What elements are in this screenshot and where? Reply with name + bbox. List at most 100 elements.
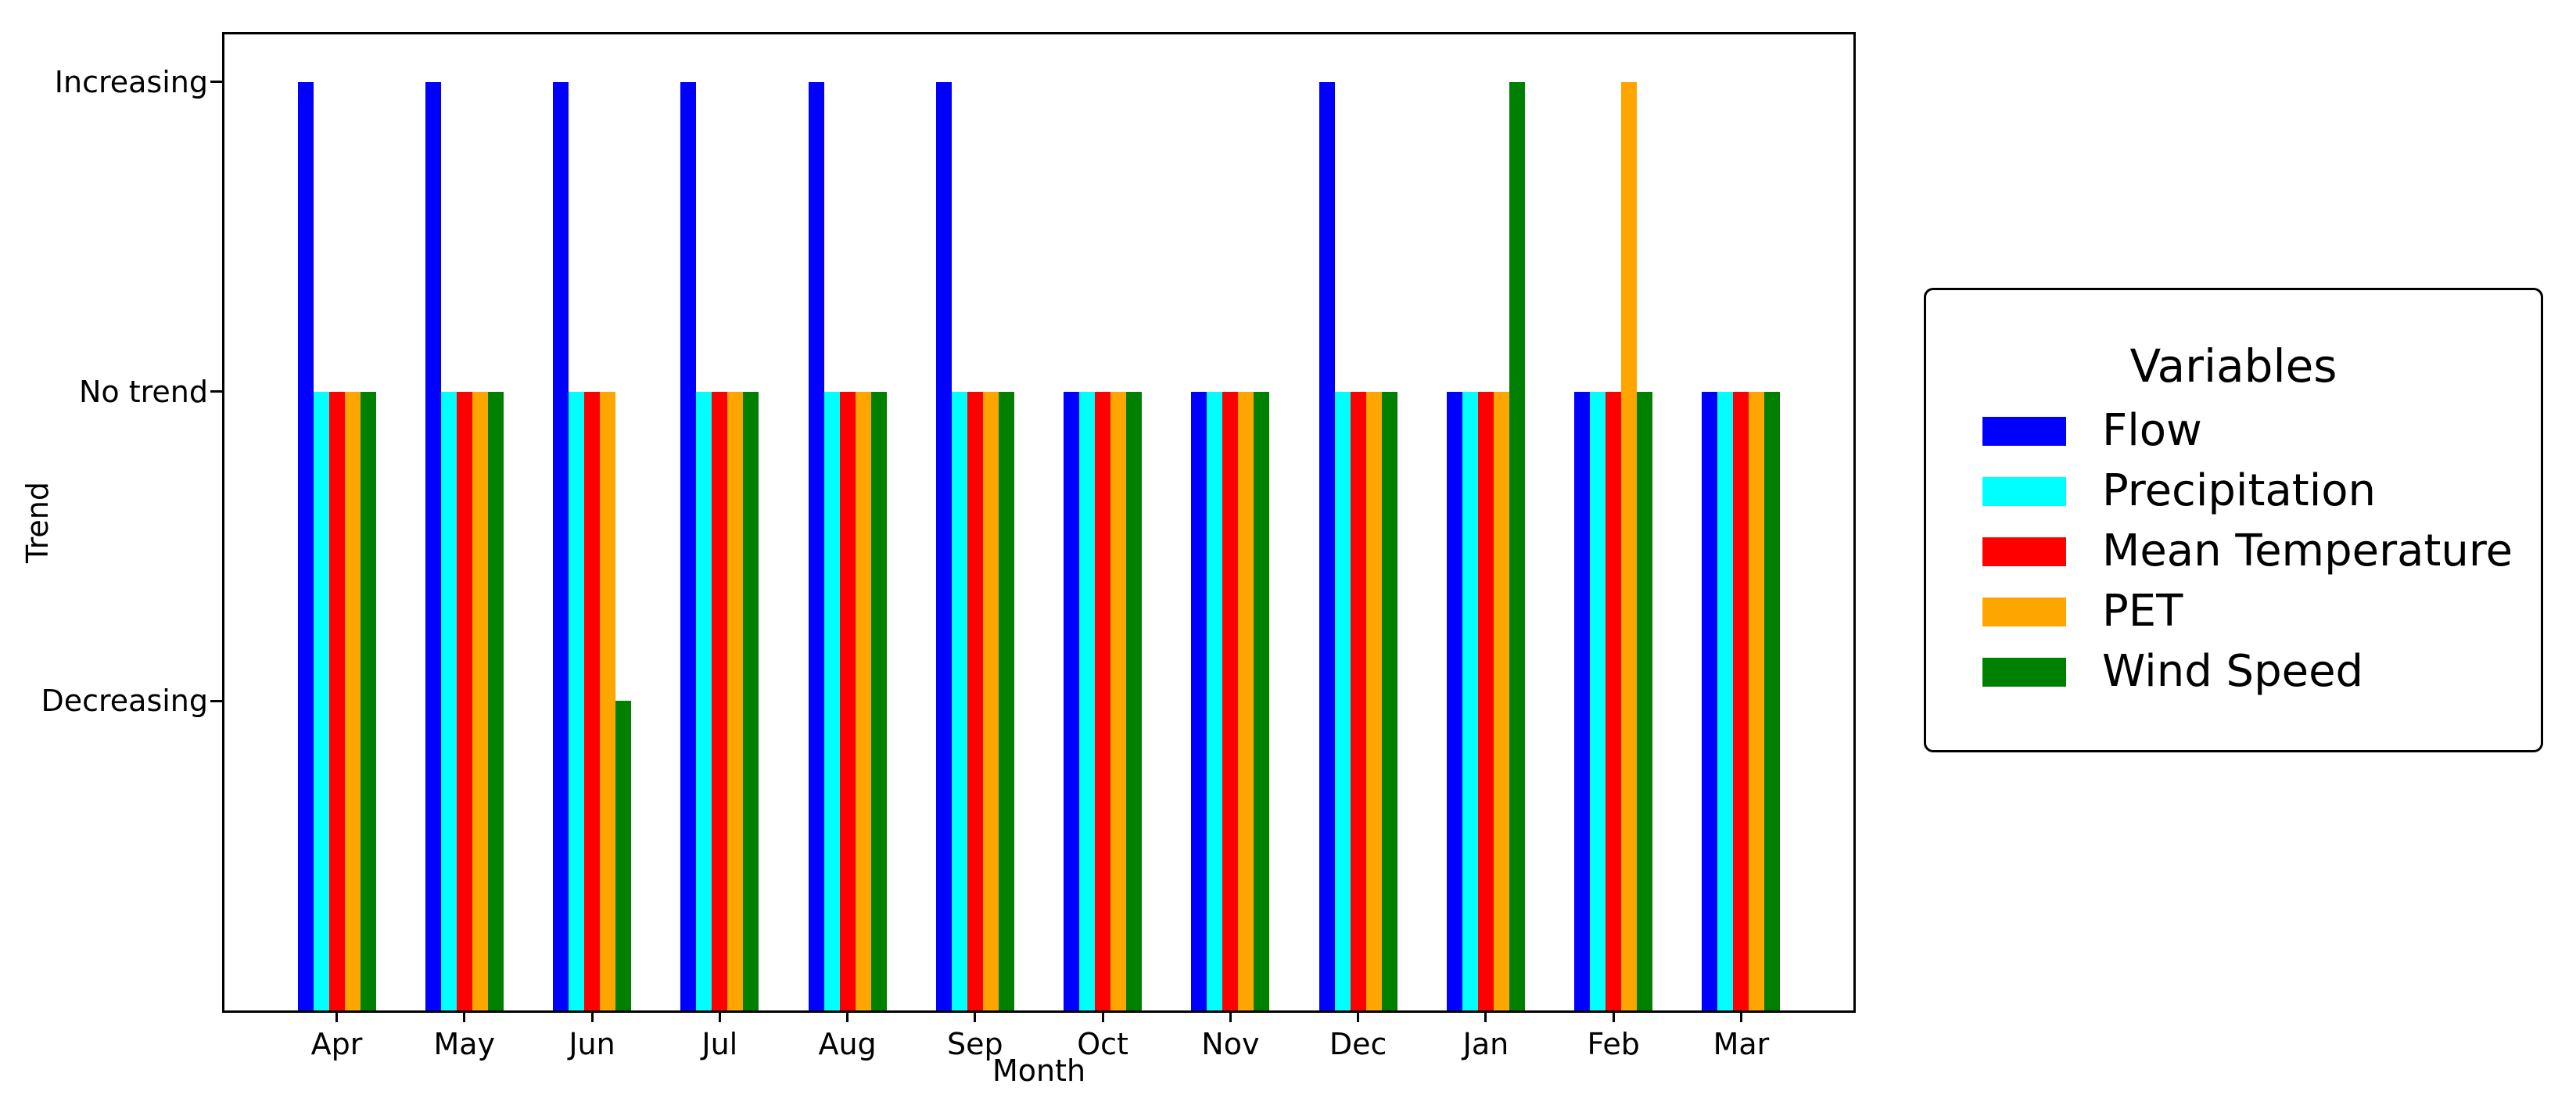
x-tick-mark-jun bbox=[590, 1010, 594, 1022]
x-tick-label-sep: Sep bbox=[947, 1027, 1003, 1061]
x-tick-label-aug: Aug bbox=[818, 1027, 877, 1061]
bar-flow-nov bbox=[1191, 391, 1207, 1010]
bar-pet-jan bbox=[1493, 391, 1509, 1010]
legend-title: Variables bbox=[2129, 339, 2337, 393]
bar-mean-temperature-jun bbox=[584, 391, 601, 1010]
legend-item-label-mean-temperature: Mean Temperature bbox=[2102, 526, 2513, 576]
x-tick-mark-jan bbox=[1484, 1010, 1487, 1022]
bar-pet-aug bbox=[855, 391, 871, 1010]
bar-precipitation-nov bbox=[1207, 391, 1223, 1010]
x-tick-label-jan: Jan bbox=[1462, 1027, 1509, 1061]
y-tick-mark-no-trend bbox=[210, 390, 222, 393]
x-tick-mark-apr bbox=[335, 1010, 338, 1022]
bar-mean-temperature-feb bbox=[1606, 391, 1622, 1010]
bar-wind-speed-apr bbox=[360, 391, 376, 1010]
bar-precipitation-oct bbox=[1079, 391, 1096, 1010]
bar-pet-feb bbox=[1621, 81, 1638, 1010]
bar-mean-temperature-nov bbox=[1222, 391, 1239, 1010]
x-tick-label-apr: Apr bbox=[310, 1027, 363, 1061]
bar-wind-speed-jan bbox=[1509, 81, 1525, 1010]
bar-precipitation-feb bbox=[1590, 391, 1606, 1010]
bar-mean-temperature-apr bbox=[328, 391, 345, 1010]
bar-precipitation-apr bbox=[313, 391, 329, 1010]
bar-pet-jul bbox=[727, 391, 744, 1010]
bar-mean-temperature-oct bbox=[1095, 391, 1111, 1010]
legend-swatch-precipitation bbox=[1982, 476, 2066, 506]
x-tick-label-feb: Feb bbox=[1587, 1027, 1640, 1061]
x-tick-mark-nov bbox=[1229, 1010, 1232, 1022]
bar-precipitation-jul bbox=[696, 391, 712, 1010]
legend-item-label-wind-speed: Wind Speed bbox=[2102, 646, 2364, 697]
bar-pet-mar bbox=[1749, 391, 1765, 1010]
bar-mean-temperature-jan bbox=[1477, 391, 1494, 1010]
x-tick-mark-may bbox=[463, 1010, 466, 1022]
bar-flow-aug bbox=[808, 81, 824, 1010]
x-tick-mark-mar bbox=[1739, 1010, 1742, 1022]
legend-swatch-pet bbox=[1982, 597, 2066, 626]
bar-flow-jan bbox=[1446, 391, 1462, 1010]
bar-pet-apr bbox=[344, 391, 361, 1010]
y-tick-mark-decreasing bbox=[210, 699, 222, 702]
x-tick-mark-oct bbox=[1101, 1010, 1104, 1022]
bar-flow-oct bbox=[1064, 391, 1080, 1010]
bar-flow-apr bbox=[297, 81, 314, 1010]
y-tick-mark-increasing bbox=[210, 81, 222, 84]
x-tick-label-oct: Oct bbox=[1077, 1027, 1128, 1061]
bar-mean-temperature-dec bbox=[1350, 391, 1366, 1010]
bar-mean-temperature-aug bbox=[839, 391, 856, 1010]
bar-precipitation-may bbox=[440, 391, 457, 1010]
y-tick-label-no-trend: No trend bbox=[78, 374, 208, 409]
legend-item-label-pet: PET bbox=[2102, 586, 2183, 637]
y-tick-label-increasing: Increasing bbox=[54, 64, 208, 99]
legend-swatch-wind-speed bbox=[1982, 657, 2066, 687]
bar-wind-speed-jul bbox=[743, 391, 759, 1010]
legend-swatch-flow bbox=[1982, 416, 2066, 446]
bar-pet-oct bbox=[1110, 391, 1127, 1010]
bar-wind-speed-aug bbox=[870, 391, 887, 1010]
bar-wind-speed-mar bbox=[1764, 391, 1781, 1010]
bar-wind-speed-may bbox=[487, 391, 504, 1010]
x-tick-label-jun: Jun bbox=[569, 1027, 615, 1061]
bar-flow-dec bbox=[1318, 81, 1335, 1010]
y-tick-label-decreasing: Decreasing bbox=[41, 684, 208, 719]
bar-flow-sep bbox=[935, 81, 952, 1010]
x-tick-label-mar: Mar bbox=[1713, 1027, 1770, 1061]
x-tick-mark-feb bbox=[1612, 1010, 1615, 1022]
bar-precipitation-jun bbox=[569, 391, 585, 1010]
bar-precipitation-dec bbox=[1334, 391, 1351, 1010]
bar-pet-sep bbox=[982, 391, 999, 1010]
x-tick-label-nov: Nov bbox=[1201, 1027, 1260, 1061]
y-axis-title: Trend bbox=[20, 482, 55, 563]
bar-pet-nov bbox=[1238, 391, 1254, 1010]
bar-mean-temperature-jul bbox=[712, 391, 728, 1010]
x-tick-mark-sep bbox=[974, 1010, 977, 1022]
bar-mean-temperature-mar bbox=[1733, 391, 1749, 1010]
x-tick-label-dec: Dec bbox=[1329, 1027, 1387, 1061]
x-tick-mark-dec bbox=[1357, 1010, 1360, 1022]
legend-swatch-mean-temperature bbox=[1982, 537, 2066, 566]
bar-flow-may bbox=[425, 81, 441, 1010]
x-tick-label-may: May bbox=[433, 1027, 496, 1061]
x-axis-title: Month bbox=[992, 1053, 1086, 1088]
x-tick-mark-jul bbox=[718, 1010, 721, 1022]
bar-precipitation-sep bbox=[951, 391, 967, 1010]
bar-mean-temperature-sep bbox=[967, 391, 983, 1010]
bar-wind-speed-nov bbox=[1254, 391, 1270, 1010]
bar-flow-mar bbox=[1702, 391, 1718, 1010]
bar-wind-speed-oct bbox=[1126, 391, 1143, 1010]
bar-wind-speed-jun bbox=[615, 701, 632, 1010]
bar-wind-speed-dec bbox=[1381, 391, 1397, 1010]
bar-wind-speed-feb bbox=[1637, 391, 1653, 1010]
bar-precipitation-aug bbox=[823, 391, 840, 1010]
bar-precipitation-mar bbox=[1717, 391, 1734, 1010]
bar-flow-feb bbox=[1574, 391, 1591, 1010]
bar-pet-may bbox=[472, 391, 488, 1010]
x-tick-label-jul: Jul bbox=[701, 1027, 738, 1061]
bar-mean-temperature-may bbox=[456, 391, 472, 1010]
legend: Variables Flow Precipitation Mean Temperat… bbox=[1924, 288, 2543, 752]
legend-item-label-flow: Flow bbox=[2102, 405, 2202, 456]
legend-item-label-precipitation: Precipitation bbox=[2102, 465, 2377, 516]
bar-flow-jun bbox=[553, 81, 569, 1010]
x-tick-mark-aug bbox=[846, 1010, 849, 1022]
